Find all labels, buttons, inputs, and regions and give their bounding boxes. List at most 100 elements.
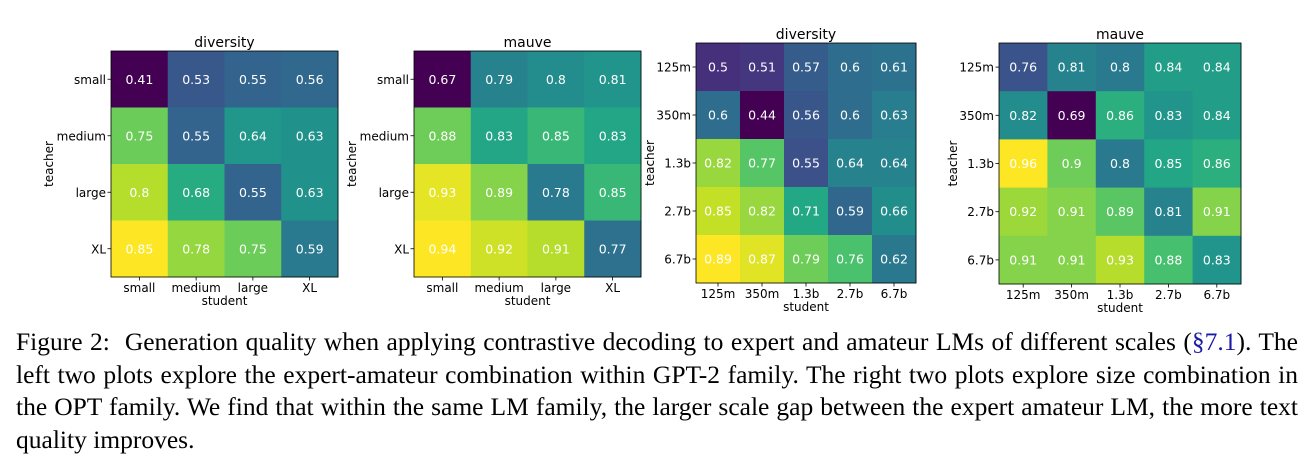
cell-value-label: 0.53 (182, 72, 210, 87)
heatmap-cell (527, 220, 585, 278)
x-tick-label: medium (171, 281, 220, 295)
cell-value-label: 0.93 (428, 185, 456, 200)
cell-value-label: 0.78 (542, 185, 570, 200)
heatmap-cell (167, 107, 225, 165)
heatmap-cell (281, 51, 339, 108)
cell-value-label: 0.94 (428, 241, 456, 256)
x-tick-label: small (426, 281, 458, 295)
heatmap-cell (740, 187, 785, 236)
cell-value-label: 0.87 (748, 252, 776, 267)
cell-value-label: 0.93 (1106, 252, 1134, 267)
y-tick-label: XL (394, 242, 409, 256)
heatmap-cell (281, 220, 339, 278)
cell-value-label: 0.8 (546, 72, 566, 87)
heatmap-4: 0.76 0.81 0.8 0.84 0.84 0.82 0.69 0.86 0.83 0.84 0… (946, 27, 1242, 315)
cell-value-label: 0.63 (296, 128, 324, 143)
cell-value-label: 0.85 (542, 128, 570, 143)
cell-value-label: 0.84 (1203, 60, 1231, 75)
plot-frame (110, 50, 339, 278)
heatmap-cell (224, 51, 282, 108)
heatmap-cell (999, 139, 1048, 189)
heatmap-cell (696, 91, 741, 140)
heatmap-cell (828, 139, 873, 188)
heatmap-2: 0.67 0.79 0.8 0.81 0.88 0.83 0.85 0.83 0.93 0.89 0… (345, 35, 642, 308)
cell-value-label: 0.68 (182, 185, 210, 200)
x-tick-label: 2.7b (1155, 288, 1182, 302)
cell-value-label: 0.59 (296, 241, 324, 256)
heatmap-cell (584, 107, 642, 165)
heatmap-cell (1144, 235, 1194, 285)
heatmap-cell (1192, 235, 1242, 285)
heatmap-cell (872, 139, 917, 188)
cell-value-label: 0.91 (542, 241, 570, 256)
cell-value-label: 0.55 (792, 156, 820, 171)
heatmap-cell (414, 107, 472, 165)
cell-value-label: 0.55 (239, 72, 267, 87)
cell-value-label: 0.91 (1058, 252, 1086, 267)
heatmap-cell (1192, 43, 1242, 92)
cell-value-label: 0.88 (1154, 252, 1182, 267)
x-tick-label: medium (474, 281, 523, 295)
y-tick-label: medium (57, 129, 106, 143)
chart-title: diversity (776, 27, 836, 43)
y-tick-label: 350m (656, 109, 691, 123)
x-tick-label: 1.3b (793, 287, 820, 301)
caption-label: Figure 2: (16, 327, 110, 356)
x-tick-label: small (123, 281, 155, 295)
cell-value-label: 0.56 (792, 108, 820, 123)
cell-value-label: 0.64 (836, 156, 864, 171)
x-tick-label: XL (302, 281, 317, 295)
heatmap-cell (1095, 187, 1145, 237)
cell-value-label: 0.44 (748, 108, 776, 123)
heatmap-cell (167, 51, 225, 108)
x-tick-label: 125m (701, 287, 736, 301)
cell-value-label: 0.89 (485, 185, 513, 200)
cell-value-label: 0.76 (836, 252, 864, 267)
y-tick-label: large (76, 186, 106, 200)
heatmap-cell (696, 139, 741, 188)
cell-value-label: 0.57 (792, 60, 820, 75)
section-link[interactable]: §7.1 (1191, 327, 1237, 356)
y-axis-label: teacher (946, 140, 960, 186)
cell-value-label: 0.41 (125, 72, 153, 87)
x-tick-label: 6.7b (1203, 288, 1230, 302)
cell-value-label: 0.8 (129, 185, 149, 200)
heatmap-cell (999, 43, 1048, 92)
heatmap-cell (1144, 139, 1194, 189)
heatmap-cell (740, 43, 785, 92)
cell-value-label: 0.83 (599, 128, 627, 143)
cell-value-label: 0.8 (1110, 60, 1130, 75)
cell-value-label: 0.79 (792, 252, 820, 267)
caption-text-1: Generation quality when applying contras… (124, 327, 1192, 356)
y-tick-label: 6.7b (664, 253, 691, 267)
cell-value-label: 0.83 (1203, 252, 1231, 267)
cell-value-label: 0.89 (704, 252, 732, 267)
chart-title: mauve (1096, 27, 1144, 43)
cell-value-label: 0.81 (599, 72, 627, 87)
y-tick-label: XL (91, 242, 106, 256)
cell-value-label: 0.89 (1106, 204, 1134, 219)
cell-value-label: 0.85 (125, 241, 153, 256)
heatmap-cell (828, 91, 873, 140)
heatmap-cell (584, 220, 642, 278)
cell-value-label: 0.86 (1106, 108, 1134, 123)
heatmap-cell (740, 235, 785, 284)
cell-value-label: 0.62 (880, 252, 908, 267)
heatmap-cell (111, 107, 169, 165)
cell-value-label: 0.81 (1058, 60, 1086, 75)
cell-value-label: 0.85 (704, 204, 732, 219)
y-tick-label: medium (360, 129, 409, 143)
x-axis-label: student (783, 300, 829, 314)
x-axis-label: student (505, 294, 551, 308)
cell-value-label: 0.59 (836, 204, 864, 219)
heatmap-cell (784, 187, 829, 236)
cell-value-label: 0.82 (748, 204, 776, 219)
x-tick-label: large (238, 281, 268, 295)
heatmap-cell (111, 51, 169, 108)
cell-value-label: 0.5 (708, 60, 728, 75)
heatmap-cell (414, 51, 472, 108)
y-tick-label: 2.7b (664, 205, 691, 219)
heatmap-cell (1095, 91, 1145, 140)
y-axis-label: teacher (345, 141, 359, 187)
heatmap-cell (740, 91, 785, 140)
